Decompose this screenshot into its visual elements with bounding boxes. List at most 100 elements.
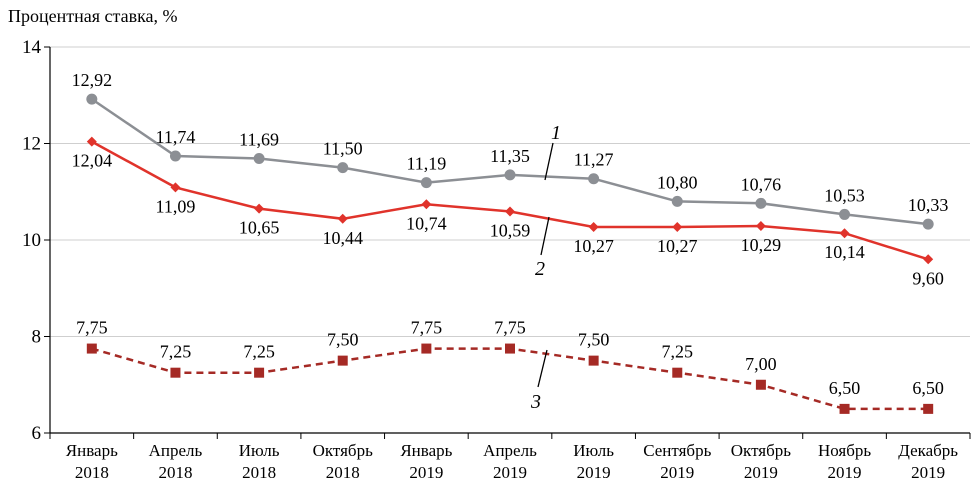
data-point bbox=[839, 228, 850, 239]
data-label: 10,65 bbox=[239, 218, 280, 238]
data-label: 10,74 bbox=[406, 213, 447, 233]
data-point bbox=[588, 355, 599, 366]
data-label: 10,59 bbox=[490, 221, 531, 241]
series-marker-label: 3 bbox=[530, 391, 541, 413]
y-tick-label: 14 bbox=[22, 37, 42, 58]
data-label: 7,00 bbox=[745, 354, 777, 374]
data-label: 10,29 bbox=[741, 235, 782, 255]
data-point bbox=[922, 218, 934, 230]
x-tick-label-month: Апрель bbox=[483, 441, 537, 460]
data-label: 7,50 bbox=[578, 330, 610, 350]
data-label: 7,25 bbox=[160, 342, 192, 362]
data-point bbox=[253, 152, 265, 164]
data-point bbox=[755, 221, 766, 232]
series-marker-leader bbox=[540, 216, 550, 256]
data-point bbox=[337, 162, 349, 174]
x-tick-label-year: 2018 bbox=[75, 463, 109, 482]
data-label: 6,50 bbox=[829, 378, 861, 398]
x-tick-label-month: Июль bbox=[239, 441, 280, 460]
data-label: 12,92 bbox=[72, 70, 113, 90]
data-label: 10,14 bbox=[824, 242, 865, 262]
series-line-3 bbox=[91, 347, 929, 411]
data-label: 11,19 bbox=[406, 154, 446, 174]
data-label: 11,09 bbox=[156, 196, 196, 216]
data-point bbox=[254, 203, 265, 214]
y-tick-label: 10 bbox=[22, 230, 41, 251]
y-axis-label: Процентная ставка, % bbox=[8, 6, 178, 26]
data-label: 7,75 bbox=[76, 318, 108, 338]
data-point bbox=[337, 355, 348, 366]
data-point bbox=[588, 221, 599, 232]
x-tick-label-year: 2019 bbox=[911, 463, 945, 482]
data-point bbox=[254, 367, 265, 378]
data-point bbox=[420, 177, 432, 189]
data-point bbox=[421, 199, 432, 210]
data-label: 10,27 bbox=[657, 236, 698, 256]
data-point bbox=[86, 136, 97, 147]
data-label: 11,69 bbox=[239, 129, 279, 149]
data-label: 10,44 bbox=[322, 228, 363, 248]
series-marker-leader bbox=[544, 142, 554, 181]
data-label: 10,53 bbox=[824, 185, 865, 205]
x-tick-label-month: Январь bbox=[66, 441, 118, 460]
x-tick-label-month: Ноябрь bbox=[818, 441, 871, 460]
data-point bbox=[86, 93, 98, 105]
y-tick-label: 8 bbox=[32, 327, 42, 348]
data-label: 9,60 bbox=[912, 268, 944, 288]
x-tick-label-month: Апрель bbox=[149, 441, 203, 460]
data-point bbox=[923, 254, 934, 265]
data-point bbox=[86, 343, 97, 354]
data-label: 7,25 bbox=[243, 342, 275, 362]
data-label: 10,27 bbox=[573, 236, 614, 256]
data-label: 10,76 bbox=[741, 174, 782, 194]
data-label: 10,33 bbox=[908, 195, 949, 215]
data-label: 6,50 bbox=[912, 378, 944, 398]
x-tick-label-month: Июль bbox=[573, 441, 614, 460]
data-point bbox=[588, 173, 600, 185]
data-point bbox=[170, 367, 181, 378]
data-point bbox=[170, 182, 181, 193]
data-label: 11,50 bbox=[323, 139, 363, 159]
data-label: 11,35 bbox=[490, 146, 530, 166]
data-point bbox=[671, 195, 683, 207]
x-tick-label-year: 2019 bbox=[660, 463, 694, 482]
data-label: 7,75 bbox=[494, 318, 526, 338]
x-tick-label-month: Декабрь bbox=[898, 441, 958, 460]
data-label: 12,04 bbox=[72, 151, 113, 171]
x-tick-label-year: 2018 bbox=[242, 463, 276, 482]
data-label: 10,80 bbox=[657, 172, 698, 192]
data-point bbox=[505, 343, 515, 354]
x-tick-label-year: 2019 bbox=[409, 463, 443, 482]
data-label: 7,50 bbox=[327, 330, 359, 350]
data-point bbox=[337, 213, 348, 224]
x-tick-label-month: Сентябрь bbox=[643, 441, 711, 460]
x-tick-label-month: Октябрь bbox=[731, 441, 791, 460]
x-tick-label-year: 2018 bbox=[158, 463, 192, 482]
x-tick-label-month: Январь bbox=[400, 441, 452, 460]
data-label: 7,75 bbox=[411, 318, 443, 338]
y-tick-label: 12 bbox=[22, 134, 41, 155]
data-point bbox=[421, 343, 432, 354]
x-tick-label-month: Октябрь bbox=[313, 441, 373, 460]
x-tick-label-year: 2019 bbox=[493, 463, 527, 482]
data-label: 7,25 bbox=[662, 342, 694, 362]
data-point bbox=[672, 367, 683, 378]
x-tick-label-year: 2019 bbox=[577, 463, 611, 482]
data-point bbox=[505, 206, 515, 217]
data-point bbox=[169, 150, 181, 162]
data-point bbox=[504, 169, 516, 181]
series-marker-label: 2 bbox=[535, 258, 545, 280]
data-point bbox=[755, 197, 767, 209]
x-tick-label-year: 2019 bbox=[744, 463, 778, 482]
data-label: 11,27 bbox=[574, 150, 614, 170]
y-tick-label: 6 bbox=[32, 423, 42, 444]
data-point bbox=[672, 221, 683, 232]
data-point bbox=[755, 379, 766, 390]
x-tick-label-year: 2018 bbox=[326, 463, 360, 482]
data-point bbox=[923, 403, 934, 414]
series-marker-label: 1 bbox=[551, 122, 561, 144]
data-point bbox=[839, 403, 850, 414]
series-marker-leader bbox=[537, 349, 548, 388]
data-point bbox=[839, 208, 851, 220]
